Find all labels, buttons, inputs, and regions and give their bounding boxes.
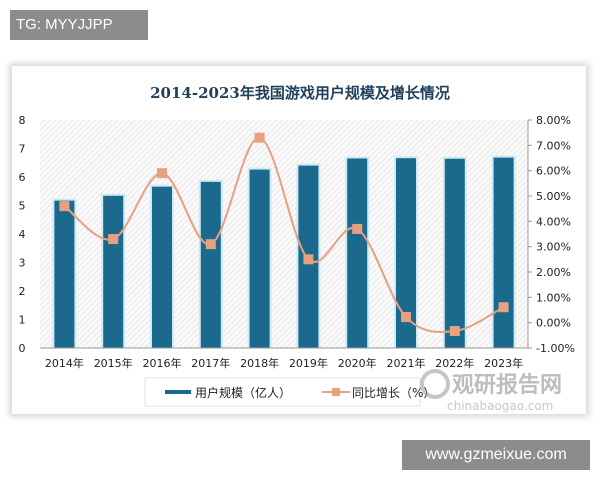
left-tick-label: 2	[19, 285, 26, 298]
right-tick-label: 3.00%	[536, 241, 571, 254]
right-tick-label: 4.00%	[536, 215, 571, 228]
bar	[444, 158, 465, 348]
growth-marker	[254, 132, 265, 143]
bar	[103, 195, 124, 348]
growth-line	[63, 136, 505, 333]
x-tick-label: 2020年	[338, 356, 377, 370]
growth-marker	[449, 326, 460, 337]
bar	[200, 181, 221, 348]
legend-label-bar: 用户规模（亿人）	[195, 385, 291, 400]
growth-marker	[352, 223, 363, 234]
legend-marker	[332, 388, 340, 396]
left-tick-label: 5	[19, 200, 26, 213]
right-tick-label: 2.00%	[536, 266, 571, 279]
x-tick-label: 2022年	[435, 356, 474, 370]
right-tick-label: 7.00%	[536, 139, 571, 152]
left-tick-label: 1	[19, 314, 26, 327]
bar	[249, 169, 270, 348]
x-tick-label: 2021年	[387, 356, 426, 370]
legend: 用户规模（亿人） 同比增长（%）	[144, 377, 435, 407]
svg-text:观研报告网: 观研报告网	[452, 373, 562, 398]
growth-marker	[59, 201, 70, 212]
legend-label-line: 同比增长（%）	[352, 386, 435, 400]
right-tick-label: -1.00%	[536, 342, 575, 355]
growth-marker	[205, 239, 216, 250]
left-tick-label: 6	[19, 171, 26, 184]
x-tick-label: 2019年	[289, 356, 328, 370]
bar	[347, 158, 368, 348]
bar	[54, 200, 75, 348]
x-tick-label: 2023年	[484, 356, 523, 370]
left-tick-label: 8	[19, 114, 26, 127]
x-tick-label: 2017年	[191, 356, 230, 370]
right-tick-label: 0.00%	[536, 317, 571, 330]
right-tick-label: 1.00%	[536, 291, 571, 304]
growth-marker	[108, 234, 119, 245]
x-tick-label: 2016年	[143, 356, 182, 370]
logo-watermark: 观研报告网 chinabaogao.com	[420, 369, 562, 413]
growth-marker	[498, 302, 509, 313]
growth-marker	[157, 168, 167, 179]
x-tick-label: 2014年	[45, 356, 84, 370]
right-tick-label: 5.00%	[536, 190, 571, 203]
bar	[396, 158, 416, 348]
growth-marker	[303, 254, 314, 265]
x-tick-label: 2018年	[240, 356, 279, 370]
right-tick-label: 6.00%	[536, 165, 571, 178]
bar	[152, 186, 172, 348]
chart-title: 2014-2023年我国游戏用户规模及增长情况	[150, 84, 450, 102]
watermark-bottom: www.gzmeixue.com	[402, 440, 590, 470]
left-tick-label: 4	[19, 228, 26, 241]
growth-marker	[401, 312, 411, 323]
left-tick-label: 0	[19, 342, 26, 355]
left-tick-label: 3	[19, 257, 26, 270]
watermark-top: TG: MYYJJPP	[10, 10, 148, 40]
x-tick-label: 2015年	[94, 356, 133, 370]
legend-swatch-bar	[165, 390, 191, 394]
right-tick-label: 8.00%	[536, 114, 571, 127]
svg-text:chinabaogao.com: chinabaogao.com	[447, 399, 553, 413]
bar	[493, 157, 514, 348]
left-tick-label: 7	[19, 143, 26, 156]
